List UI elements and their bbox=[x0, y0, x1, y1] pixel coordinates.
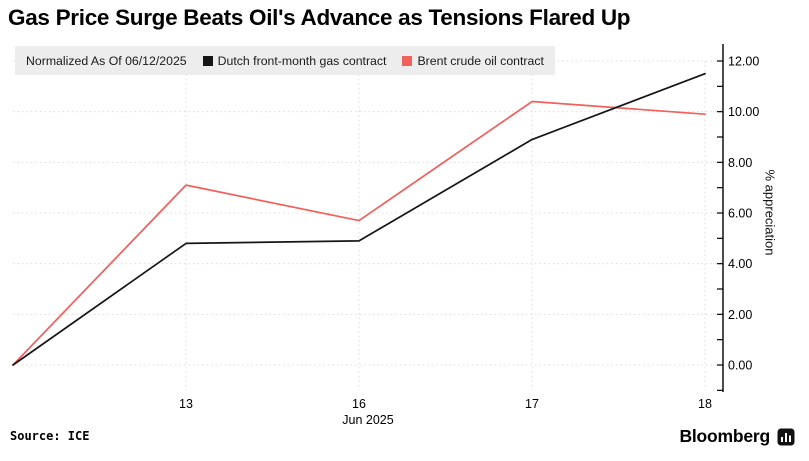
bloomberg-wordmark: Bloomberg bbox=[679, 426, 770, 446]
legend-item-oil: Brent crude oil contract bbox=[402, 53, 544, 68]
chart-legend: Normalized As Of 06/12/2025 Dutch front-… bbox=[15, 46, 555, 75]
x-axis-title: Jun 2025 bbox=[342, 413, 393, 427]
legend-item-gas-label: Dutch front-month gas contract bbox=[217, 53, 387, 68]
source-attribution: Source: ICE bbox=[10, 429, 90, 443]
y-tick-label: 0.00 bbox=[728, 359, 752, 373]
y-tick-label: 2.00 bbox=[728, 308, 752, 322]
x-tick-label: 17 bbox=[525, 397, 539, 411]
series-line-brent-crude-oil-contract bbox=[12, 100, 706, 366]
series-line-dutch-front-month-gas-contract bbox=[12, 72, 706, 366]
y-axis-title: % appreciation bbox=[762, 169, 778, 256]
bloomberg-terminal-icon bbox=[777, 428, 795, 445]
legend-normalized-note: Normalized As Of 06/12/2025 bbox=[26, 53, 187, 68]
chart-title: Gas Price Surge Beats Oil's Advance as T… bbox=[8, 5, 631, 30]
y-tick-label: 4.00 bbox=[728, 257, 752, 271]
x-tick-label: 16 bbox=[352, 397, 366, 411]
y-tick-label: 8.00 bbox=[728, 156, 752, 170]
bloomberg-logo: Bloomberg bbox=[679, 426, 795, 447]
y-tick-label: 6.00 bbox=[728, 207, 752, 221]
oil-series-swatch-icon bbox=[402, 55, 413, 66]
x-tick-label: 13 bbox=[179, 397, 193, 411]
gas-series-swatch-icon bbox=[202, 55, 213, 66]
y-tick-label: 10.00 bbox=[728, 105, 759, 119]
legend-item-gas: Dutch front-month gas contract bbox=[202, 53, 387, 68]
x-tick-label: 18 bbox=[698, 397, 712, 411]
legend-item-oil-label: Brent crude oil contract bbox=[417, 53, 544, 68]
y-tick-label: 12.00 bbox=[728, 55, 759, 69]
